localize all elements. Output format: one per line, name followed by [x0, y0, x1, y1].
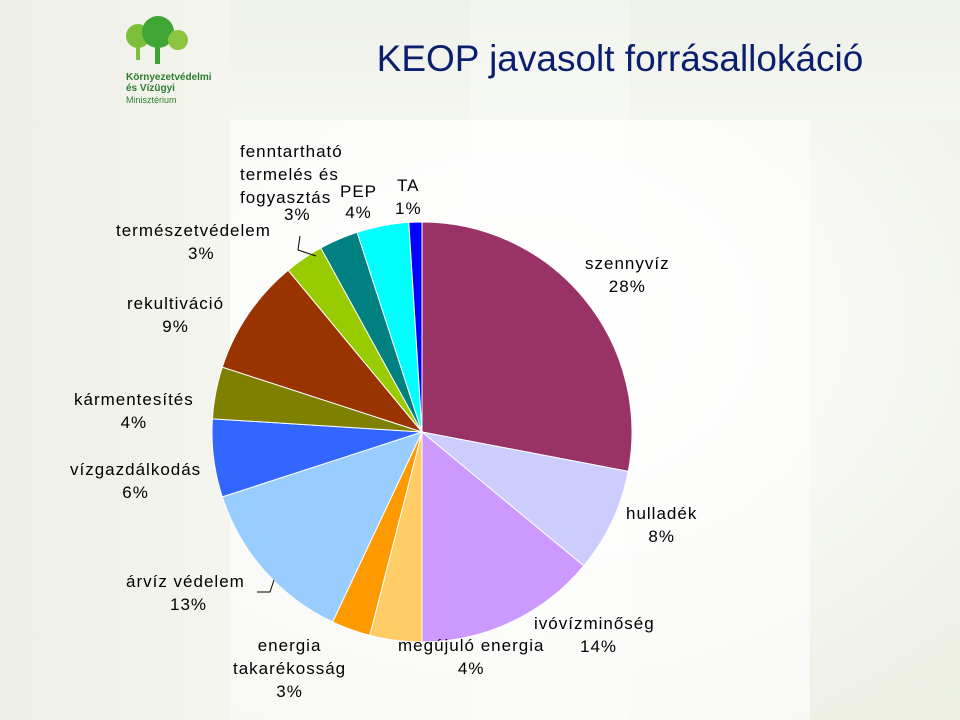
pie-slice-0	[421, 221, 633, 472]
leader-line-1	[257, 579, 275, 593]
label-ta: TA 1%	[395, 176, 422, 218]
tree-logo-icon	[126, 16, 188, 64]
ministry-logo: Környezetvédelmi és Vízügyi Minisztérium	[112, 10, 222, 110]
label-vizgazdalkodas: vízgazdálkodás 6%	[70, 460, 202, 502]
label-hulladek: hulladék 8%	[626, 504, 698, 546]
slide-title: KEOP javasolt forrásallokáció	[376, 38, 864, 79]
label-energia: energia takarékosság 3%	[233, 636, 347, 701]
logo-line-3: Minisztérium	[126, 95, 177, 105]
pie-slices	[211, 221, 633, 643]
label-karmentesites: kármentesítés 4%	[74, 390, 194, 432]
label-rekultivacio: rekultiváció 9%	[127, 294, 225, 336]
label-termeszetvedelem: természetvédelem 3%	[116, 221, 271, 263]
pie-slice-1	[421, 431, 629, 567]
pie-slice-8	[221, 269, 424, 434]
leader-line-0	[297, 235, 317, 257]
pie-slice-12	[408, 221, 423, 433]
pie-slice-5	[221, 431, 423, 623]
label-ivoviz: ivóvízminőség 14%	[534, 614, 655, 656]
pie-slice-2	[421, 430, 585, 643]
leader-lines	[257, 235, 317, 593]
logo-line-1: Környezetvédelmi	[126, 72, 212, 83]
label-arviz: árvíz védelem 13%	[126, 572, 245, 614]
logo-line-2: és Vízügyi	[126, 83, 175, 94]
label-szennyviz: szennyvíz 28%	[585, 254, 670, 296]
label-pep: PEP 4%	[340, 182, 378, 222]
label-fenntarthato: fenntartható termelés és fogyasztás 3%	[240, 142, 343, 224]
label-megujulo: megújuló energia 4%	[398, 636, 545, 678]
